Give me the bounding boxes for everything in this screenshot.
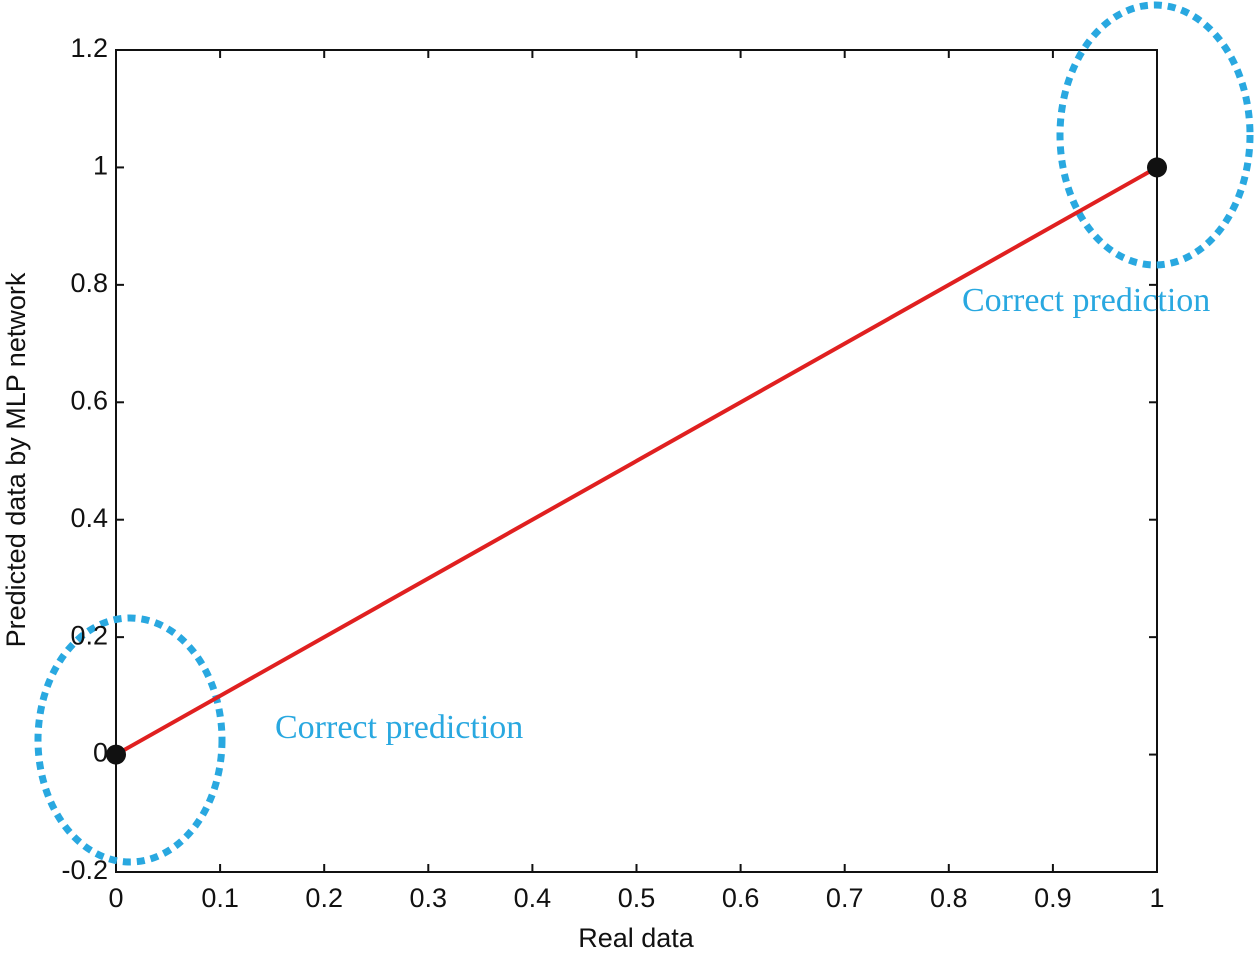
annotation: Correct prediction: [275, 709, 523, 746]
y-tick-label: 0.2: [70, 620, 108, 650]
x-tick-label: 0.8: [930, 883, 968, 913]
highlight-ellipse: [34, 614, 226, 866]
data-line: [115, 165, 1158, 757]
y-tick-label: 0.8: [70, 268, 108, 298]
x-tick-label: 0: [108, 883, 123, 913]
x-axis-label: Real data: [578, 923, 695, 953]
x-tick-label: 0.4: [514, 883, 552, 913]
y-tick-label: -0.2: [61, 855, 108, 885]
y-tick-label: 1: [93, 151, 108, 181]
y-tick-label: 0.4: [70, 503, 108, 533]
annotation: Correct prediction: [962, 282, 1210, 319]
data-point: [106, 744, 126, 765]
highlight-ellipse: [1056, 1, 1254, 269]
x-tick-label: 0.3: [410, 883, 448, 913]
x-tick-label: 1: [1149, 883, 1164, 913]
x-tick-label: 0.7: [826, 883, 864, 913]
x-tick-label: 0.5: [618, 883, 656, 913]
y-tick-label: 0.6: [70, 385, 108, 415]
x-tick-label: 0.9: [1034, 883, 1072, 913]
x-tick-label: 0.2: [305, 883, 343, 913]
y-axis-label: Predicted data by MLP network: [1, 272, 31, 647]
x-tick-label: 0.1: [201, 883, 239, 913]
y-tick-label: 0: [93, 738, 108, 768]
y-tick-label: 1.2: [70, 33, 108, 63]
data-point: [1147, 157, 1167, 178]
x-tick-label: 0.6: [722, 883, 760, 913]
